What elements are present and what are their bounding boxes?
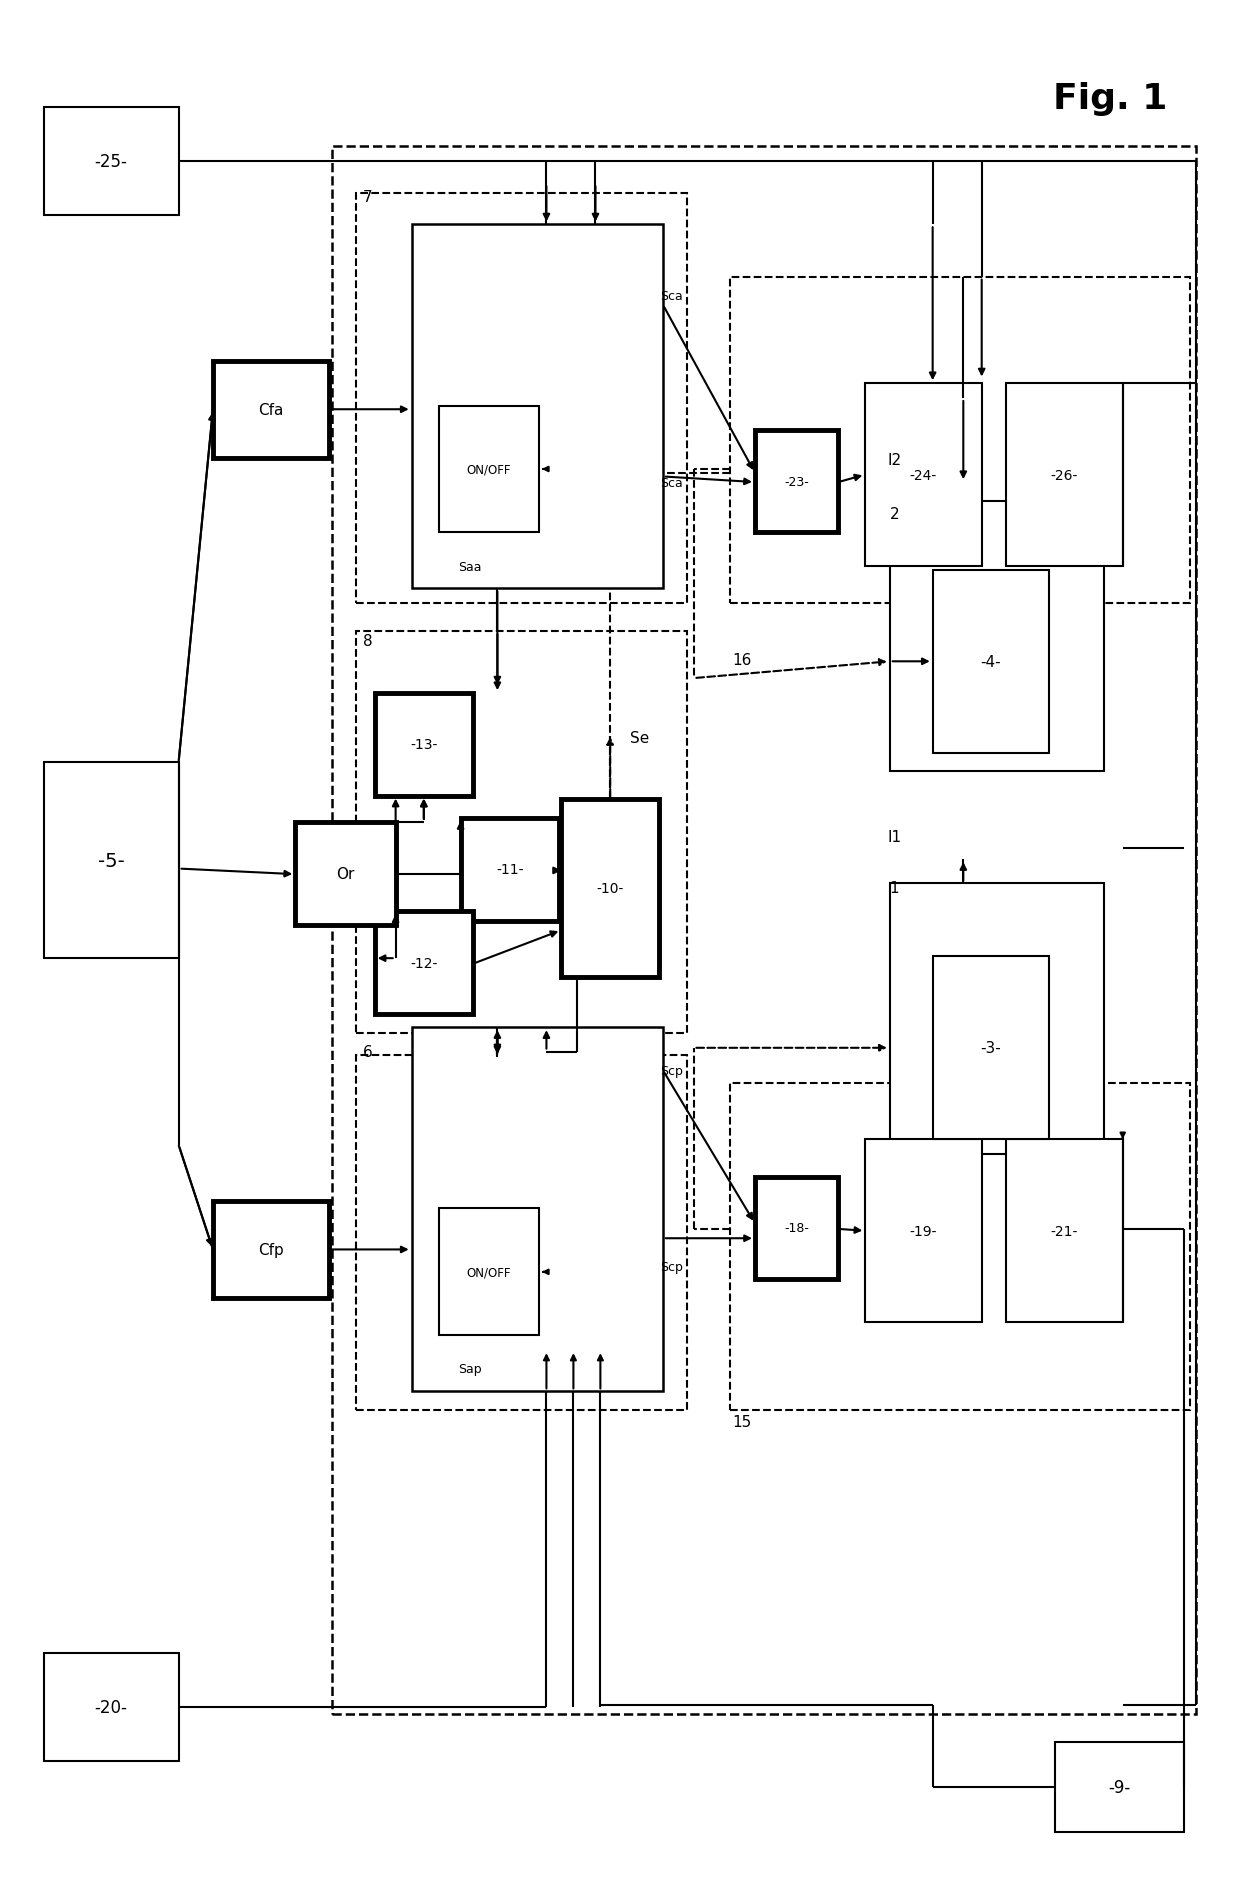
Bar [439, 406, 539, 534]
Text: ON/OFF: ON/OFF [466, 1265, 511, 1278]
Text: I2: I2 [888, 453, 901, 468]
Text: 6: 6 [362, 1045, 372, 1060]
Bar [412, 226, 663, 588]
Bar [213, 1201, 330, 1299]
Bar [439, 1209, 539, 1335]
Text: -11-: -11- [496, 863, 523, 876]
Text: Scp: Scp [661, 1064, 683, 1077]
Text: 7: 7 [362, 190, 372, 205]
Text: -5-: -5- [98, 852, 124, 870]
Text: Sca: Sca [661, 290, 683, 303]
Bar [932, 570, 1049, 754]
Bar [890, 502, 1105, 773]
Bar [866, 384, 982, 566]
Text: 16: 16 [733, 652, 753, 667]
Bar [890, 884, 1105, 1154]
Text: I1: I1 [888, 829, 901, 844]
Text: -21-: -21- [1050, 1224, 1078, 1239]
Text: Saa: Saa [458, 560, 481, 573]
Text: Cfa: Cfa [258, 402, 284, 417]
Bar [332, 147, 1197, 1715]
Text: Sap: Sap [458, 1363, 482, 1376]
Text: -3-: -3- [981, 1042, 1001, 1057]
Bar [412, 1028, 663, 1391]
Bar [1006, 1139, 1122, 1322]
Bar [356, 632, 687, 1034]
Text: -9-: -9- [1109, 1778, 1131, 1795]
Bar [730, 278, 1190, 603]
Bar [295, 822, 396, 925]
Text: -24-: -24- [910, 468, 937, 483]
Text: -4-: -4- [981, 654, 1001, 669]
Text: Or: Or [336, 867, 355, 882]
Bar [43, 763, 179, 959]
Bar [866, 1139, 982, 1322]
Bar [43, 107, 179, 216]
Text: -26-: -26- [1050, 468, 1078, 483]
Text: Fig. 1: Fig. 1 [1053, 81, 1168, 115]
Bar [374, 694, 472, 797]
Text: -23-: -23- [784, 476, 808, 489]
Text: -12-: -12- [410, 957, 438, 970]
Text: ON/OFF: ON/OFF [466, 462, 511, 476]
Text: Se: Se [630, 731, 649, 746]
Bar [374, 912, 472, 1015]
Text: -13-: -13- [410, 739, 438, 752]
Bar [1055, 1743, 1184, 1831]
Text: 15: 15 [733, 1414, 751, 1429]
Bar [213, 361, 330, 459]
Bar [1006, 384, 1122, 566]
Text: 1: 1 [890, 880, 899, 895]
Text: -18-: -18- [784, 1222, 808, 1235]
Bar [356, 194, 687, 603]
Text: Cfp: Cfp [258, 1243, 284, 1258]
Text: -20-: -20- [94, 1698, 128, 1716]
Text: 8: 8 [362, 634, 372, 649]
Text: Scp: Scp [661, 1260, 683, 1273]
Bar [562, 801, 660, 978]
Bar [460, 818, 559, 921]
Bar [43, 1653, 179, 1762]
Bar [730, 1083, 1190, 1410]
Text: 2: 2 [890, 508, 899, 523]
Bar [755, 431, 838, 534]
Text: -10-: -10- [596, 882, 624, 895]
Bar [356, 1057, 687, 1410]
Bar [932, 957, 1049, 1139]
Bar [755, 1177, 838, 1280]
Text: Sca: Sca [661, 476, 683, 489]
Text: -19-: -19- [910, 1224, 937, 1239]
Text: -25-: -25- [94, 152, 128, 171]
